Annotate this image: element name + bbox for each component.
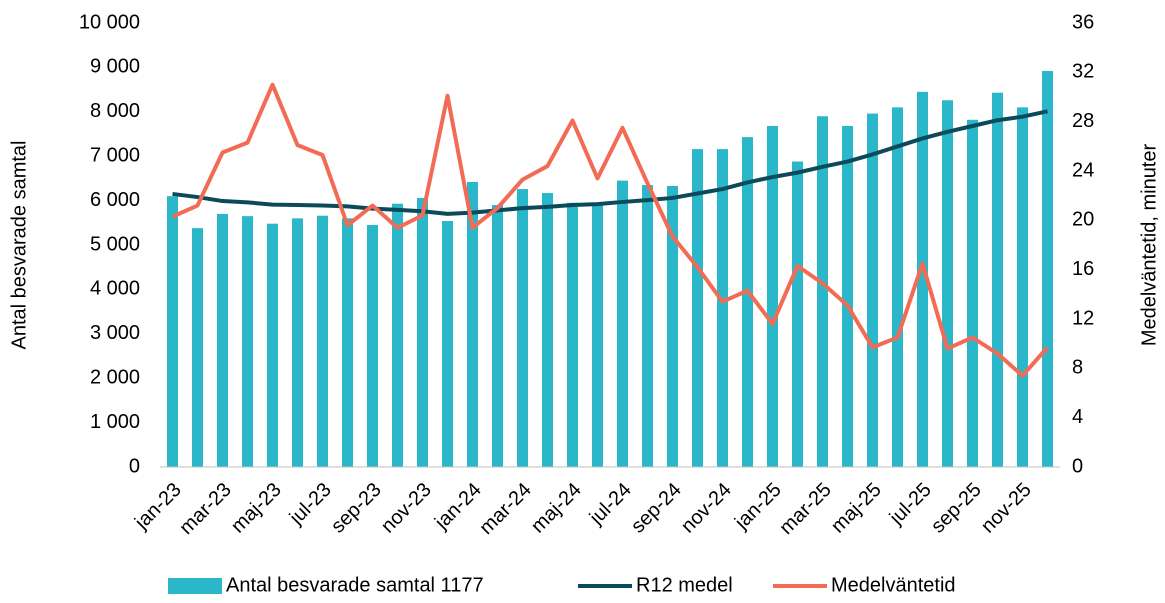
y2-tick-label: 36 bbox=[1072, 11, 1094, 33]
bar bbox=[1017, 107, 1028, 468]
y2-tick-label: 20 bbox=[1072, 209, 1094, 231]
bar bbox=[517, 189, 528, 467]
bar bbox=[292, 218, 303, 467]
y-tick-label: 8 000 bbox=[90, 100, 140, 122]
bar bbox=[642, 185, 653, 467]
bar bbox=[442, 221, 453, 467]
y-tick-label: 0 bbox=[129, 455, 140, 477]
y-tick-label: 6 000 bbox=[90, 189, 140, 211]
y2-tick-label: 0 bbox=[1072, 455, 1083, 477]
bar bbox=[467, 181, 478, 467]
y-tick-label: 1 000 bbox=[90, 411, 140, 433]
bar bbox=[1042, 70, 1053, 468]
bar bbox=[942, 100, 953, 468]
y-tick-label: 3 000 bbox=[90, 322, 140, 344]
y2-tick-label: 12 bbox=[1072, 307, 1094, 329]
x-tick-label: mar-25 bbox=[775, 479, 835, 539]
legend-label: R12 medel bbox=[636, 574, 733, 596]
bar bbox=[817, 116, 828, 468]
bar bbox=[167, 196, 178, 467]
bar bbox=[317, 215, 328, 467]
bar bbox=[567, 202, 578, 467]
bar bbox=[592, 202, 603, 467]
bar bbox=[767, 126, 778, 468]
x-tick-label: mar-23 bbox=[175, 479, 235, 539]
y2-tick-label: 24 bbox=[1072, 159, 1094, 181]
bar bbox=[742, 137, 753, 467]
bar bbox=[417, 197, 428, 467]
y2-tick-label: 28 bbox=[1072, 110, 1094, 132]
x-tick-label: mar-24 bbox=[475, 479, 535, 539]
x-tick-label: maj-24 bbox=[527, 479, 586, 538]
bar bbox=[867, 113, 878, 468]
bar bbox=[217, 213, 228, 467]
y-tick-label: 10 000 bbox=[79, 11, 140, 33]
y-tick-label: 9 000 bbox=[90, 56, 140, 78]
bar bbox=[267, 223, 278, 467]
y-tick-label: 2 000 bbox=[90, 366, 140, 388]
bar bbox=[342, 218, 353, 467]
x-tick-label: maj-23 bbox=[227, 479, 286, 538]
y-tick-label: 4 000 bbox=[90, 278, 140, 300]
x-tick-label: sep-24 bbox=[627, 479, 686, 538]
x-tick-label: sep-25 bbox=[927, 479, 986, 538]
y-axis-title: Antal besvarade samtal bbox=[8, 140, 30, 349]
bar bbox=[792, 161, 803, 467]
bar bbox=[842, 126, 853, 468]
y-tick-label: 5 000 bbox=[90, 233, 140, 255]
line bbox=[172, 109, 1048, 216]
y2-tick-label: 32 bbox=[1072, 61, 1094, 83]
y2-tick-label: 16 bbox=[1072, 258, 1094, 280]
y2-tick-label: 4 bbox=[1072, 406, 1083, 428]
bar bbox=[392, 203, 403, 467]
y2-axis-title: Medelväntetid, minuter bbox=[1138, 144, 1160, 347]
bar bbox=[692, 149, 703, 467]
bar bbox=[542, 193, 553, 467]
bar bbox=[492, 205, 503, 468]
x-tick-label: nov-23 bbox=[377, 479, 436, 538]
y-tick-label: 7 000 bbox=[90, 144, 140, 166]
legend-swatch bbox=[168, 578, 222, 594]
bar bbox=[242, 216, 253, 467]
bar bbox=[717, 149, 728, 467]
x-tick-label: nov-25 bbox=[977, 479, 1036, 538]
line bbox=[171, 82, 1050, 378]
bar bbox=[917, 91, 928, 467]
bar bbox=[992, 92, 1003, 467]
legend-label: Antal besvarade samtal 1177 bbox=[226, 574, 484, 596]
bar bbox=[192, 228, 203, 467]
bar bbox=[367, 225, 378, 467]
bar bbox=[617, 180, 628, 467]
y2-tick-label: 8 bbox=[1072, 357, 1083, 379]
bar bbox=[667, 185, 678, 467]
x-tick-label: sep-23 bbox=[327, 479, 386, 538]
bar bbox=[967, 119, 978, 468]
x-tick-label: maj-25 bbox=[827, 479, 886, 538]
x-tick-label: nov-24 bbox=[677, 479, 736, 538]
legend-label: Medelväntetid bbox=[831, 574, 956, 596]
bar bbox=[892, 107, 903, 468]
